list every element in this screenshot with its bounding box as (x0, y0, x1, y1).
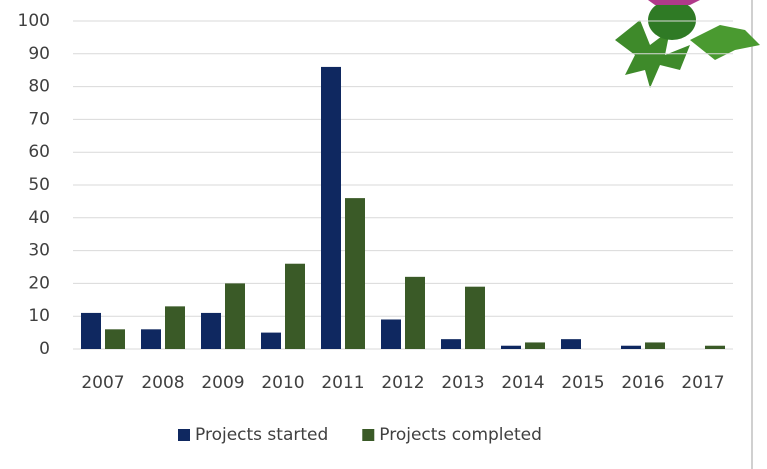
bar (165, 306, 185, 349)
bar (561, 339, 581, 349)
chart: 0 10 20 30 40 50 60 70 80 90 100 2007 2008 2009 2010 20… (0, 0, 767, 469)
bar (381, 319, 401, 349)
bar (621, 346, 641, 349)
x-tick-label: 2014 (501, 373, 544, 393)
bar (261, 333, 281, 349)
bar (141, 329, 161, 349)
bar (81, 313, 101, 349)
y-tick-label: 70 (28, 109, 50, 129)
bar (105, 329, 125, 349)
legend-swatch (178, 429, 190, 441)
legend-swatch (362, 429, 374, 441)
legend-label: Projects started (195, 425, 328, 445)
bar (465, 287, 485, 349)
y-tick-label: 60 (28, 142, 50, 162)
y-tick-label: 10 (28, 306, 50, 326)
bar (321, 67, 341, 349)
x-tick-label: 2008 (141, 373, 184, 393)
bar (645, 342, 665, 349)
bar (501, 346, 521, 349)
y-tick-label: 100 (18, 11, 50, 31)
bar (285, 264, 305, 349)
x-tick-label: 2016 (621, 373, 664, 393)
x-tick-label: 2010 (261, 373, 304, 393)
bar (525, 342, 545, 349)
x-tick-label: 2007 (81, 373, 124, 393)
x-tick-label: 2011 (321, 373, 364, 393)
x-tick-label: 2017 (681, 373, 724, 393)
y-tick-label: 80 (28, 77, 50, 97)
y-tick-label: 20 (28, 273, 50, 293)
x-tick-label: 2013 (441, 373, 484, 393)
bar (345, 198, 365, 349)
y-tick-label: 0 (39, 339, 50, 359)
bar (705, 346, 725, 349)
bar (201, 313, 221, 349)
y-tick-label: 40 (28, 208, 50, 228)
thistle-decoration (615, 0, 760, 88)
y-tick-label: 50 (28, 175, 50, 195)
x-tick-label: 2012 (381, 373, 424, 393)
y-tick-label: 30 (28, 241, 50, 261)
bar (225, 283, 245, 349)
x-tick-label: 2015 (561, 373, 604, 393)
legend-label: Projects completed (379, 425, 542, 445)
x-tick-label: 2009 (201, 373, 244, 393)
bar (441, 339, 461, 349)
bar (405, 277, 425, 349)
y-tick-label: 90 (28, 44, 50, 64)
